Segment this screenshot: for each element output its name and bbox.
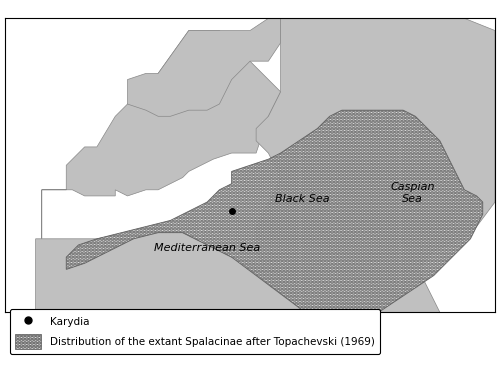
- Text: Caspian
Sea: Caspian Sea: [390, 182, 434, 204]
- Polygon shape: [305, 214, 440, 325]
- Legend: Karydia, Distribution of the extant Spalacinae after Topachevski (1969): Karydia, Distribution of the extant Spal…: [10, 309, 380, 354]
- Polygon shape: [66, 110, 483, 318]
- Text: Mediterranean Sea: Mediterranean Sea: [154, 243, 260, 253]
- Polygon shape: [42, 30, 280, 239]
- Polygon shape: [256, 202, 366, 239]
- Polygon shape: [256, 18, 495, 312]
- Polygon shape: [128, 18, 280, 116]
- Text: Black Sea: Black Sea: [275, 194, 330, 204]
- Polygon shape: [36, 226, 354, 312]
